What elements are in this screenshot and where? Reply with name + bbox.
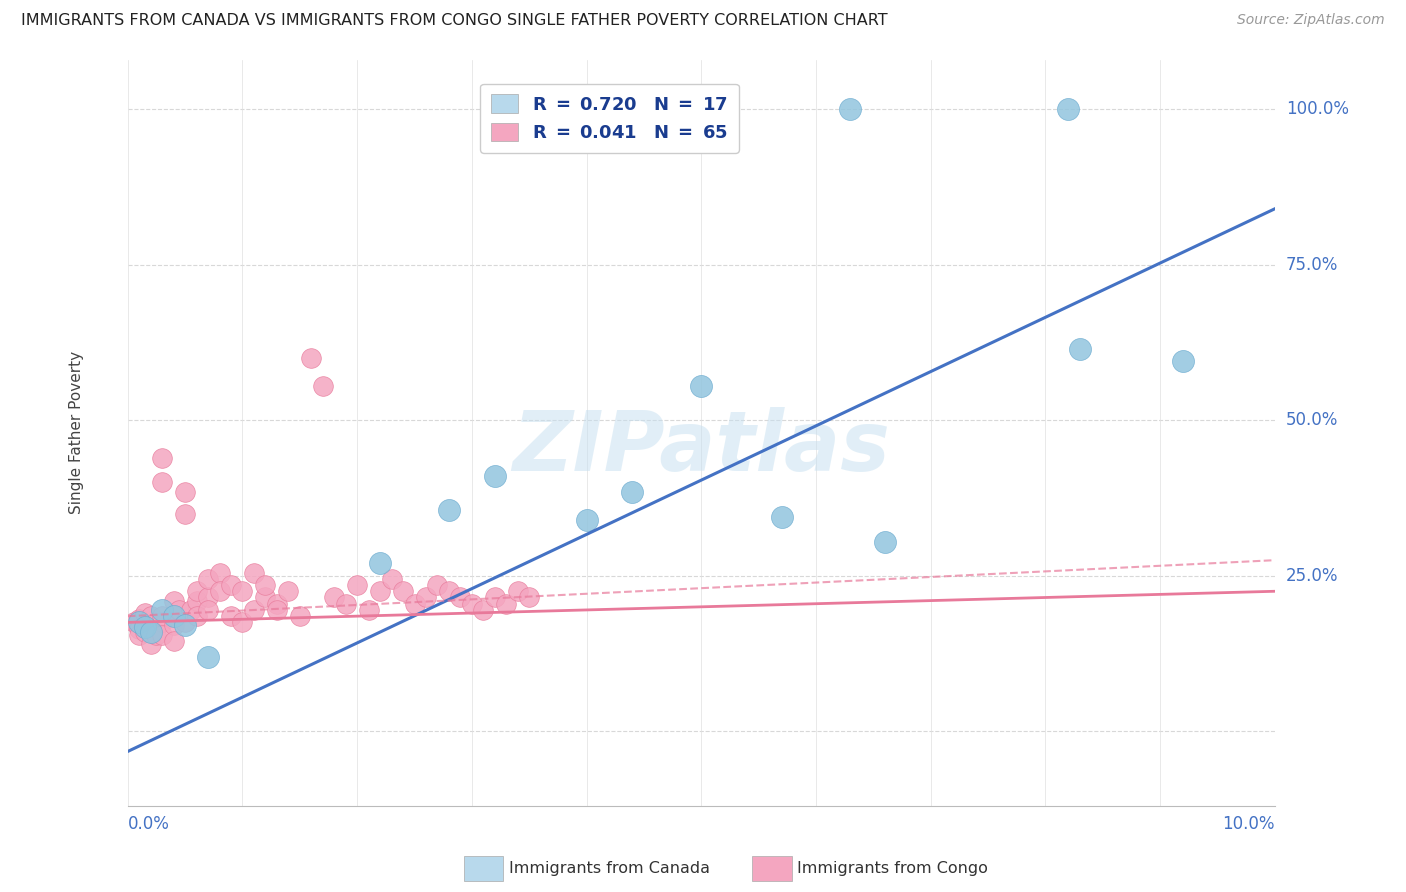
Point	[145, 628, 167, 642]
Point	[873, 534, 896, 549]
Point	[368, 584, 391, 599]
Point	[266, 597, 288, 611]
Point	[150, 475, 173, 490]
Point	[368, 556, 391, 570]
Point	[197, 649, 219, 664]
Point	[415, 591, 437, 605]
Text: 10.0%: 10.0%	[1222, 815, 1275, 833]
Point	[335, 597, 357, 611]
Point	[128, 615, 150, 630]
Point	[139, 624, 162, 639]
Point	[392, 584, 415, 599]
Point	[219, 609, 242, 624]
Point	[277, 584, 299, 599]
Point	[128, 612, 150, 626]
Point	[299, 351, 322, 365]
Point	[346, 578, 368, 592]
Point	[139, 618, 162, 632]
Point	[208, 566, 231, 580]
Point	[197, 603, 219, 617]
Point	[231, 615, 253, 630]
Point	[163, 634, 186, 648]
Point	[426, 578, 449, 592]
Point	[186, 593, 208, 607]
Point	[357, 603, 380, 617]
Point	[380, 572, 402, 586]
Point	[128, 622, 150, 636]
Point	[1171, 354, 1194, 368]
Point	[163, 609, 186, 624]
Point	[163, 593, 186, 607]
Point	[169, 603, 191, 617]
Text: 100.0%: 100.0%	[1286, 100, 1348, 119]
Point	[437, 584, 460, 599]
Point	[139, 637, 162, 651]
Legend: $\mathbf{R}$ $\mathbf{=}$ $\mathbf{0.720}$   $\mathbf{N}$ $\mathbf{=}$ $\mathbf{: $\mathbf{R}$ $\mathbf{=}$ $\mathbf{0.720…	[479, 84, 740, 153]
Point	[174, 615, 197, 630]
Point	[243, 603, 266, 617]
Point	[231, 584, 253, 599]
Point	[180, 603, 202, 617]
Point	[150, 609, 173, 624]
Text: 75.0%: 75.0%	[1286, 256, 1339, 274]
Point	[254, 578, 277, 592]
Point	[163, 618, 186, 632]
Point	[266, 603, 288, 617]
Point	[150, 450, 173, 465]
Point	[506, 584, 529, 599]
Text: Immigrants from Congo: Immigrants from Congo	[797, 862, 988, 876]
Point	[150, 603, 173, 617]
Point	[208, 584, 231, 599]
Point	[150, 615, 173, 630]
Point	[186, 584, 208, 599]
Point	[472, 603, 495, 617]
Point	[254, 591, 277, 605]
Point	[197, 591, 219, 605]
Point	[461, 597, 484, 611]
Point	[404, 597, 426, 611]
Point	[1069, 342, 1091, 356]
Text: 50.0%: 50.0%	[1286, 411, 1339, 429]
Point	[134, 624, 156, 639]
Point	[517, 591, 540, 605]
Point	[197, 572, 219, 586]
Point	[312, 379, 335, 393]
Point	[128, 628, 150, 642]
Point	[174, 484, 197, 499]
Text: Immigrants from Canada: Immigrants from Canada	[509, 862, 710, 876]
Point	[186, 609, 208, 624]
Point	[219, 578, 242, 592]
Point	[174, 507, 197, 521]
Text: ZIPatlas: ZIPatlas	[512, 407, 890, 488]
Point	[770, 509, 793, 524]
Point	[484, 591, 506, 605]
Point	[449, 591, 471, 605]
Point	[323, 591, 346, 605]
Point	[134, 620, 156, 634]
Point	[139, 624, 162, 639]
Point	[839, 103, 862, 117]
Text: 0.0%: 0.0%	[128, 815, 170, 833]
Text: Source: ZipAtlas.com: Source: ZipAtlas.com	[1237, 13, 1385, 28]
Text: IMMIGRANTS FROM CANADA VS IMMIGRANTS FROM CONGO SINGLE FATHER POVERTY CORRELATIO: IMMIGRANTS FROM CANADA VS IMMIGRANTS FRO…	[21, 13, 887, 29]
Point	[122, 615, 145, 630]
Point	[174, 618, 197, 632]
Point	[1057, 103, 1080, 117]
Point	[690, 379, 713, 393]
Point	[134, 606, 156, 620]
Point	[150, 628, 173, 642]
Point	[495, 597, 517, 611]
Point	[484, 469, 506, 483]
Text: 25.0%: 25.0%	[1286, 566, 1339, 585]
Point	[621, 484, 644, 499]
Point	[243, 566, 266, 580]
Point	[139, 609, 162, 624]
Point	[437, 503, 460, 517]
Text: Single Father Poverty: Single Father Poverty	[69, 351, 84, 515]
Point	[288, 609, 311, 624]
Point	[163, 609, 186, 624]
Point	[575, 513, 598, 527]
